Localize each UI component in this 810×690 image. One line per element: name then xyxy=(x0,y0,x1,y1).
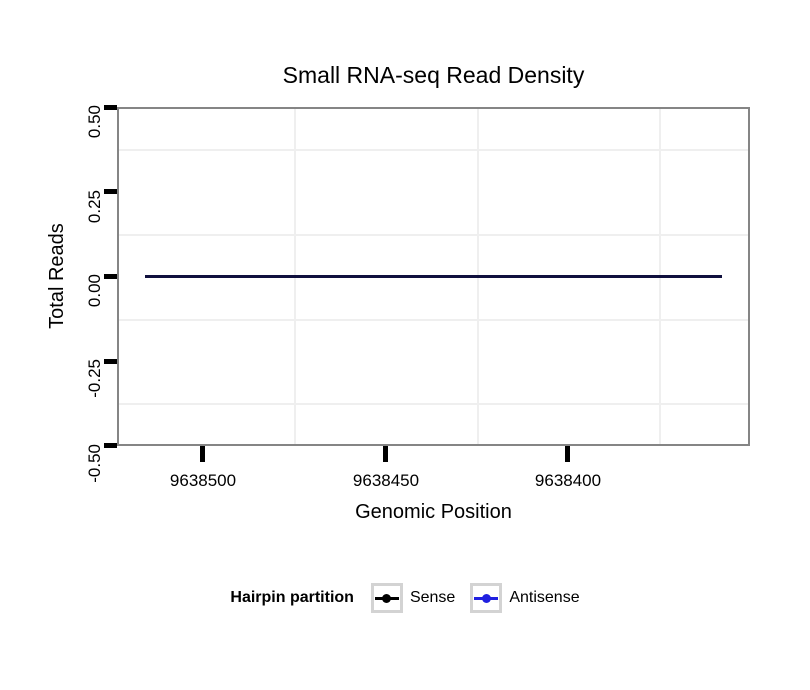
y-tick-mark xyxy=(104,274,117,279)
legend-item-antisense: Antisense xyxy=(470,583,580,613)
y-tick-mark xyxy=(104,189,117,194)
x-tick-mark xyxy=(200,446,205,462)
x-tick-label: 9638450 xyxy=(352,471,420,490)
y-tick-label: 0.25 xyxy=(85,190,104,224)
antisense-key-icon xyxy=(470,583,503,613)
x-axis-title: Genomic Position xyxy=(355,501,512,523)
antisense-point-glyph xyxy=(481,593,491,603)
sense-key-icon xyxy=(370,583,403,613)
chart-title: Small RNA-seq Read Density xyxy=(282,62,585,88)
y-tick-label: -0.50 xyxy=(85,444,104,483)
plot-panel xyxy=(117,107,750,446)
x-tick-label: 9638500 xyxy=(169,471,237,490)
y-tick-mark xyxy=(104,359,117,364)
minor-gridline-horizontal xyxy=(119,319,748,321)
y-tick-label: 0.00 xyxy=(85,274,104,308)
legend-title: Hairpin partition xyxy=(230,589,354,606)
minor-gridline-horizontal xyxy=(119,403,748,405)
y-tick-mark xyxy=(104,105,117,110)
x-tick-label: 9638400 xyxy=(534,471,602,490)
legend: Hairpin partition Sense Antisense xyxy=(0,583,810,613)
x-tick-mark xyxy=(383,446,388,462)
minor-gridline-horizontal xyxy=(119,149,748,151)
read-density-line xyxy=(145,275,722,278)
y-tick-label: 0.50 xyxy=(85,105,104,139)
sense-point-glyph xyxy=(382,593,392,603)
legend-label-sense: Sense xyxy=(409,589,456,606)
legend-label-antisense: Antisense xyxy=(509,589,580,606)
minor-gridline-horizontal xyxy=(119,234,748,236)
y-axis-title: Total Reads xyxy=(46,223,68,329)
y-tick-mark xyxy=(104,443,117,448)
y-tick-label: -0.25 xyxy=(85,359,104,398)
legend-item-sense: Sense xyxy=(370,583,456,613)
x-tick-mark xyxy=(565,446,570,462)
